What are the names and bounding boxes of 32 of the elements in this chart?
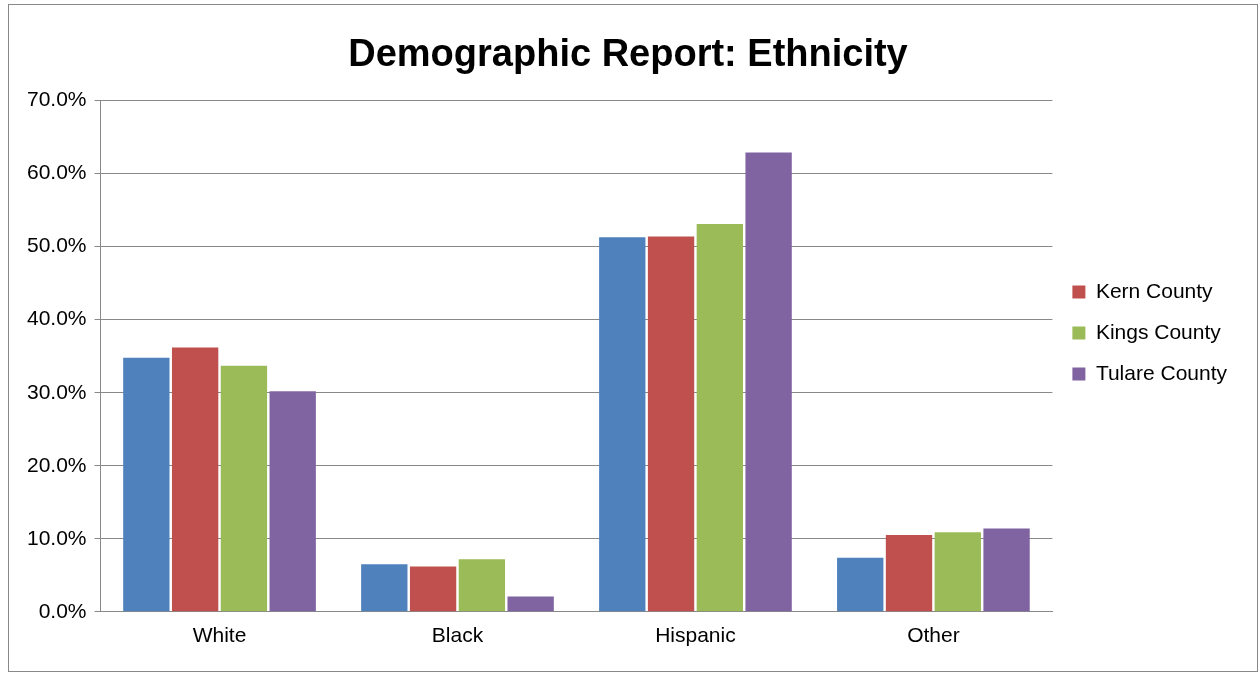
bar (599, 237, 646, 612)
bar (220, 365, 268, 612)
bar (361, 564, 408, 612)
y-tick-label: 30.0% (27, 379, 87, 403)
legend-label: Kern County (1095, 278, 1214, 302)
bar (696, 224, 744, 612)
x-tick-label: Hispanic (655, 623, 736, 647)
bar (409, 566, 457, 612)
bar (171, 347, 219, 612)
legend-label: Kings County (1095, 319, 1222, 343)
chart-title: Demographic Report: Ethnicity (348, 32, 908, 75)
y-tick-label: 20.0% (27, 452, 87, 476)
bar (507, 596, 554, 612)
y-tick-label: 60.0% (27, 160, 87, 184)
bar (647, 236, 695, 612)
bar (269, 391, 316, 612)
y-tick-label: 0.0% (38, 598, 87, 622)
bar (983, 528, 1030, 612)
y-tick-label: 70.0% (27, 87, 87, 111)
bar (837, 557, 884, 612)
bar (123, 357, 170, 612)
y-tick-label: 40.0% (27, 306, 87, 330)
bar (745, 152, 792, 612)
y-tick-label: 50.0% (27, 233, 87, 257)
bar (458, 559, 506, 612)
x-tick-label: Other (907, 623, 960, 647)
y-tick-label: 10.0% (27, 525, 87, 549)
bar (885, 535, 933, 612)
x-tick-label: Black (431, 623, 484, 647)
bar (934, 532, 981, 612)
x-tick-label: White (192, 623, 247, 647)
legend-label: Tulare County (1095, 360, 1228, 384)
